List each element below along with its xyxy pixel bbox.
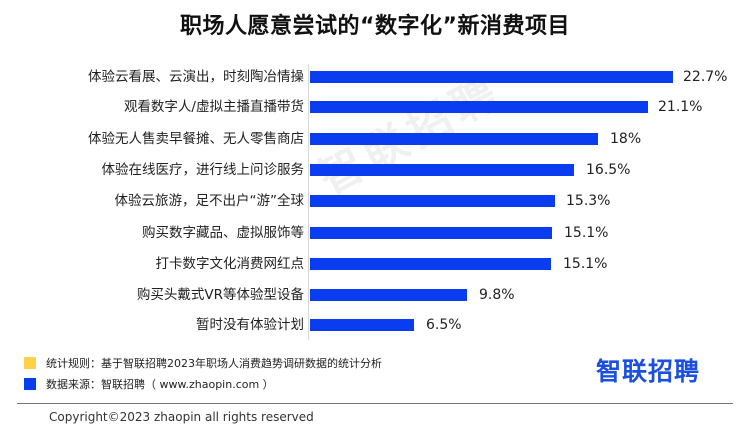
legend-item-source: 数据来源：智联招聘（ www.zhaopin.com ） [24,377,274,393]
bar-row: 购买头戴式VR等体验型设备 9.8% [0,284,750,306]
value-label: 22.7% [683,69,728,85]
bar [310,319,414,331]
value-label: 6.5% [426,317,462,333]
bar-row: 购买数字藏品、虚拟服饰等 15.1% [0,222,750,244]
category-label: 购买头戴式VR等体验型设备 [136,287,304,303]
category-label: 体验云旅游，足不出户“游”全球 [114,193,305,209]
bar-row: 体验在线医疗，进行线上问诊服务 16.5% [0,159,750,181]
value-label: 18% [610,131,642,147]
copyright-text: Copyright©2023 zhaopin all rights reserv… [49,410,314,424]
bar-row: 暂时没有体验计划 6.5% [0,314,750,336]
bar [310,101,648,113]
bar-row: 体验无人售卖早餐摊、无人零售商店 18% [0,128,750,150]
bar [310,195,555,207]
bar [310,133,598,145]
bar [310,71,673,83]
bar-row: 体验云旅游，足不出户“游”全球 15.3% [0,190,750,212]
zhaopin-logo: 智联招聘 [596,352,700,388]
category-label: 打卡数字文化消费网红点 [155,256,305,272]
yellow-swatch-icon [24,357,36,369]
blue-swatch-icon [24,378,36,390]
value-label: 15.1% [563,256,608,272]
footer-divider [17,403,733,404]
bar [310,289,467,301]
bar [310,164,574,176]
value-label: 9.8% [479,287,515,303]
chart-title: 职场人愿意尝试的“数字化”新消费项目 [180,14,570,39]
bar-row: 打卡数字文化消费网红点 15.1% [0,253,750,275]
bar-row: 观看数字人/虚拟主播直播带货 21.1% [0,96,750,118]
category-label: 购买数字藏品、虚拟服饰等 [142,225,304,241]
category-label: 观看数字人/虚拟主播直播带货 [123,99,304,115]
category-label: 体验在线医疗，进行线上问诊服务 [101,162,305,178]
legend-text: 统计规则：基于智联招聘2023年职场人消费趋势调研数据的统计分析 [46,357,382,370]
bar [310,258,551,270]
y-axis-line [308,64,309,340]
legend-item-rule: 统计规则：基于智联招聘2023年职场人消费趋势调研数据的统计分析 [24,356,382,372]
logo-rest: 联招聘 [622,357,701,386]
value-label: 16.5% [586,162,631,178]
value-label: 15.3% [566,193,611,209]
logo-first-char: 智 [596,357,623,386]
category-label: 暂时没有体验计划 [196,317,304,333]
bar [310,227,552,239]
bar-row: 体验云看展、云演出，时刻陶冶情操 22.7% [0,66,750,88]
legend-text: 数据来源：智联招聘（ www.zhaopin.com ） [46,378,274,391]
value-label: 21.1% [658,99,703,115]
value-label: 15.1% [564,225,609,241]
category-label: 体验无人售卖早餐摊、无人零售商店 [88,131,304,147]
category-label: 体验云看展、云演出，时刻陶冶情操 [88,69,304,85]
